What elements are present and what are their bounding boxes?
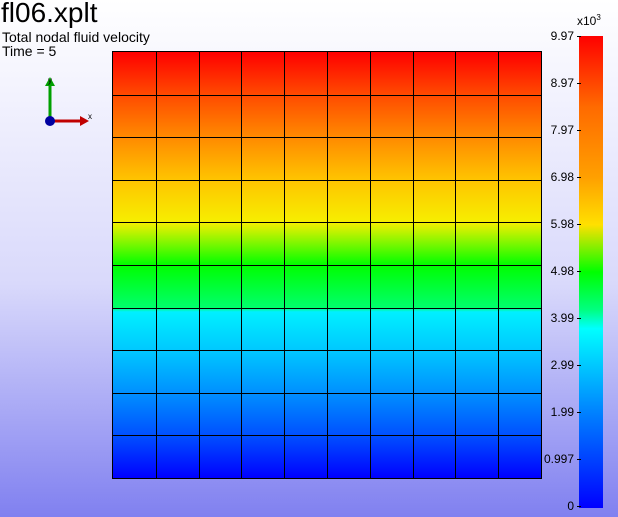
colorbar-multiplier-exponent: 3 [596, 13, 601, 22]
x-axis-label: x [88, 112, 92, 121]
mesh-plot[interactable] [112, 51, 542, 479]
colorbar-tick-mark [577, 83, 581, 84]
colorbar-multiplier: x103 [577, 13, 601, 28]
colorbar-tick-label: 8.97 [550, 76, 574, 90]
colorbar-tick-mark [577, 318, 581, 319]
colorbar-tick-mark [577, 130, 581, 131]
colorbar-tick-label: 0.997 [543, 452, 574, 466]
colorbar-tick-mark [577, 177, 581, 178]
colorbar-tick-label: 6.98 [550, 170, 574, 184]
variable-label: Total nodal fluid velocity [2, 29, 150, 45]
colorbar-tick-label: 0 [567, 499, 574, 513]
colorbar-tick-mark [577, 459, 581, 460]
colorbar-tick-label: 5.98 [550, 217, 574, 231]
colorbar-tick-label: 2.99 [550, 358, 574, 372]
colorbar-tick-mark [577, 36, 581, 37]
colorbar-tick-label: 9.97 [550, 29, 574, 43]
colorbar-tick-label: 4.98 [550, 264, 574, 278]
file-title: fl06.xplt [1, 0, 98, 28]
origin-dot [45, 116, 55, 126]
colorbar-tick-mark [577, 412, 581, 413]
y-axis-arrowhead [45, 77, 55, 86]
axis-triad: y x [36, 74, 96, 133]
colorbar-tick-mark [577, 271, 581, 272]
time-label: Time = 5 [2, 43, 57, 59]
colorbar [579, 36, 603, 508]
colorbar-multiplier-base: x10 [577, 14, 597, 28]
colorbar-tick-mark [577, 506, 581, 507]
colorbar-tick-label: 7.97 [550, 123, 574, 137]
colorbar-tick-label: 3.99 [550, 311, 574, 325]
colorbar-tick-label: 1.99 [550, 405, 574, 419]
mesh-grid [113, 52, 541, 478]
x-axis-arrowhead [80, 116, 89, 126]
y-axis-label: y [48, 76, 52, 85]
colorbar-tick-mark [577, 224, 581, 225]
colorbar-tick-mark [577, 365, 581, 366]
